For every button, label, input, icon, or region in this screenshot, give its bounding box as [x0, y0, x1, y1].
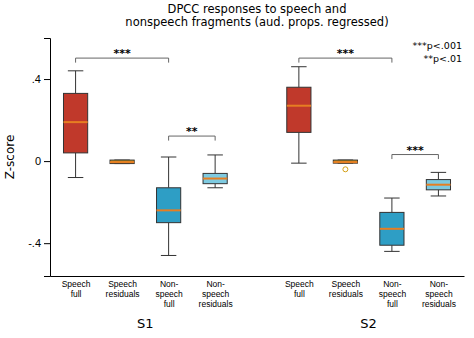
- whisker-high: [298, 67, 299, 88]
- x-tick-label: Speechfull: [285, 279, 314, 299]
- whisker-cap-high: [291, 66, 306, 67]
- box-body: [63, 93, 87, 152]
- box-body: [157, 188, 181, 223]
- whisker-cap-low: [207, 187, 222, 188]
- chart: -.4 0 .4 Speechfull Speechresiduals Non-speec…: [0, 0, 474, 338]
- y-tick-label: .4: [32, 73, 41, 85]
- significance-label: ***: [337, 47, 355, 60]
- whisker-high: [75, 71, 76, 94]
- whisker-cap-low: [384, 251, 399, 252]
- x-tick: Non-speechfull: [379, 279, 407, 309]
- box-body: [426, 180, 450, 190]
- outlier: [343, 167, 348, 172]
- x-tick-label: Speechresiduals: [106, 279, 140, 299]
- section-label: S2: [360, 316, 377, 331]
- x-tick: Non-speechresiduals: [422, 279, 456, 309]
- x-tick-label: Speechfull: [62, 279, 91, 299]
- whisker-cap-high: [207, 154, 222, 155]
- x-axis-line: [51, 276, 465, 277]
- y-tick-label: -.4: [28, 237, 41, 249]
- median: [287, 105, 311, 107]
- x-tick: Speechfull: [285, 279, 314, 299]
- y-tick-mark: [44, 79, 50, 80]
- significance-label: **: [186, 125, 198, 138]
- whisker-cap-high: [161, 157, 176, 158]
- box: [287, 67, 311, 163]
- box: [157, 157, 181, 255]
- x-tick-label: Speechresiduals: [329, 279, 363, 299]
- x-tick: Speechresiduals: [329, 279, 363, 299]
- legend-entry: **p<.01: [423, 53, 462, 64]
- median: [426, 184, 450, 186]
- x-tick: Speechresiduals: [106, 279, 140, 299]
- box-body: [333, 160, 357, 163]
- median: [333, 161, 357, 163]
- x-tick-label: Non-speechresiduals: [199, 279, 233, 309]
- box-body: [380, 212, 404, 245]
- y-tick-label: 0: [35, 155, 41, 167]
- x-tick-label: Non-speechfull: [379, 279, 407, 309]
- x-tick: Speechfull: [62, 279, 91, 299]
- box: [426, 172, 450, 196]
- significance-label: ***: [113, 47, 131, 60]
- box: [63, 71, 87, 178]
- median: [110, 161, 134, 163]
- legend-entry: ***p<.001: [413, 40, 462, 51]
- whisker-cap-low: [161, 255, 176, 256]
- x-tick: Non-speechfull: [155, 279, 183, 309]
- box: [380, 198, 404, 251]
- whisker-high: [438, 172, 439, 179]
- whisker-high: [168, 157, 169, 188]
- whisker-high: [215, 155, 216, 173]
- median: [203, 178, 227, 180]
- whisker-cap-low: [431, 195, 446, 196]
- box-body: [110, 160, 134, 163]
- y-axis-line: [44, 39, 51, 277]
- median: [380, 228, 404, 230]
- legend: ***p<.001 **p<.01: [413, 40, 462, 64]
- box-body: [203, 173, 227, 183]
- whisker-cap-high: [68, 70, 83, 71]
- x-axis: Speechfull Speechresiduals Non-speechfull N…: [51, 277, 465, 309]
- whisker-low: [75, 153, 76, 178]
- median: [157, 209, 181, 211]
- whisker-cap-high: [384, 198, 399, 199]
- whisker-low: [215, 184, 216, 188]
- whisker-cap-low: [291, 163, 306, 164]
- section-label: S1: [137, 316, 154, 331]
- y-axis: -.4 0 .4: [28, 39, 50, 277]
- y-tick-mark: [44, 243, 50, 244]
- box: [110, 160, 134, 163]
- whisker-low: [298, 132, 299, 163]
- title: DPCC responses to speech andnonspeech fr…: [125, 2, 388, 29]
- whisker-low: [391, 245, 392, 251]
- significance-label: ***: [407, 144, 425, 157]
- y-axis-title: Z-score: [3, 135, 17, 180]
- y-tick-mark: [44, 161, 50, 162]
- boxes: [63, 67, 450, 256]
- box: [333, 160, 357, 172]
- whisker-cap-high: [431, 172, 446, 173]
- x-tick-label: Non-speechfull: [155, 279, 183, 309]
- plot-area: -.4 0 .4 Speechfull Speechresiduals Non-speec…: [28, 39, 464, 332]
- median: [63, 121, 87, 123]
- box-body: [287, 87, 311, 132]
- x-tick: Non-speechresiduals: [199, 279, 233, 309]
- y-tick: -.4: [28, 237, 50, 249]
- whisker-low: [168, 223, 169, 256]
- y-tick: .4: [32, 73, 50, 85]
- y-tick: 0: [35, 155, 50, 167]
- whisker-low: [438, 190, 439, 196]
- x-tick-label: Non-speechresiduals: [422, 279, 456, 309]
- whisker-high: [391, 198, 392, 212]
- box: [203, 155, 227, 188]
- whisker-cap-low: [68, 177, 83, 178]
